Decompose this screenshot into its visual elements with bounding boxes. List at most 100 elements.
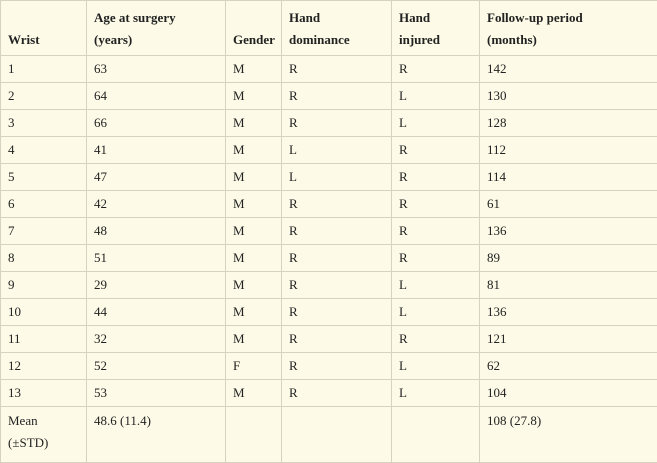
mean-gender bbox=[225, 406, 282, 463]
header-follow-up: Follow-up period (months) bbox=[479, 0, 657, 56]
cell-age: 53 bbox=[86, 379, 226, 407]
cell-gender: M bbox=[225, 271, 282, 299]
cell-hand-dominance: R bbox=[281, 82, 392, 110]
cell-wrist: 7 bbox=[0, 217, 87, 245]
header-age: Age at surgery (years) bbox=[86, 0, 226, 56]
header-hand-injured: Hand injured bbox=[391, 0, 480, 56]
cell-wrist: 13 bbox=[0, 379, 87, 407]
cell-hand-injured: R bbox=[391, 55, 480, 83]
cell-wrist: 1 bbox=[0, 55, 87, 83]
cell-gender: F bbox=[225, 352, 282, 380]
cell-follow-up: 128 bbox=[479, 109, 657, 137]
cell-hand-dominance: L bbox=[281, 163, 392, 191]
cell-hand-injured: R bbox=[391, 244, 480, 272]
cell-hand-injured: L bbox=[391, 82, 480, 110]
cell-gender: M bbox=[225, 298, 282, 326]
table-row: 1 63 M R R 142 bbox=[0, 55, 657, 83]
mean-followup: 108 (27.8) bbox=[479, 406, 657, 463]
mean-row: Mean (±STD) 48.6 (11.4) 108 (27.8) bbox=[0, 406, 657, 463]
cell-follow-up: 112 bbox=[479, 136, 657, 164]
table-row: 8 51 M R R 89 bbox=[0, 244, 657, 272]
cell-hand-dominance: L bbox=[281, 136, 392, 164]
cell-age: 41 bbox=[86, 136, 226, 164]
cell-age: 63 bbox=[86, 55, 226, 83]
cell-hand-dominance: R bbox=[281, 352, 392, 380]
cell-wrist: 4 bbox=[0, 136, 87, 164]
cell-wrist: 11 bbox=[0, 325, 87, 353]
cell-follow-up: 136 bbox=[479, 298, 657, 326]
cell-age: 51 bbox=[86, 244, 226, 272]
table-row: 4 41 M L R 112 bbox=[0, 136, 657, 164]
header-gender: Gender bbox=[225, 0, 282, 56]
cell-hand-dominance: R bbox=[281, 298, 392, 326]
cell-wrist: 3 bbox=[0, 109, 87, 137]
cell-follow-up: 142 bbox=[479, 55, 657, 83]
cell-wrist: 6 bbox=[0, 190, 87, 218]
cell-age: 52 bbox=[86, 352, 226, 380]
mean-age: 48.6 (11.4) bbox=[86, 406, 226, 463]
cell-age: 32 bbox=[86, 325, 226, 353]
table-row: 2 64 M R L 130 bbox=[0, 82, 657, 110]
cell-follow-up: 81 bbox=[479, 271, 657, 299]
cell-hand-dominance: R bbox=[281, 379, 392, 407]
cell-follow-up: 136 bbox=[479, 217, 657, 245]
cell-follow-up: 114 bbox=[479, 163, 657, 191]
cell-wrist: 5 bbox=[0, 163, 87, 191]
cell-wrist: 10 bbox=[0, 298, 87, 326]
cell-age: 48 bbox=[86, 217, 226, 245]
table-row: 9 29 M R L 81 bbox=[0, 271, 657, 299]
cell-hand-injured: R bbox=[391, 163, 480, 191]
cell-hand-dominance: R bbox=[281, 190, 392, 218]
table-row: 6 42 M R R 61 bbox=[0, 190, 657, 218]
header-row: Wrist Age at surgery (years) Gender Hand d… bbox=[0, 0, 657, 56]
cell-hand-injured: R bbox=[391, 136, 480, 164]
cell-hand-dominance: R bbox=[281, 217, 392, 245]
cell-age: 64 bbox=[86, 82, 226, 110]
cell-follow-up: 104 bbox=[479, 379, 657, 407]
cell-gender: M bbox=[225, 136, 282, 164]
table-row: 10 44 M R L 136 bbox=[0, 298, 657, 326]
cell-hand-dominance: R bbox=[281, 109, 392, 137]
cell-hand-injured: L bbox=[391, 271, 480, 299]
cell-age: 47 bbox=[86, 163, 226, 191]
table-row: 5 47 M L R 114 bbox=[0, 163, 657, 191]
cell-hand-dominance: R bbox=[281, 325, 392, 353]
cell-gender: M bbox=[225, 244, 282, 272]
mean-label: Mean (±STD) bbox=[0, 406, 87, 463]
cell-follow-up: 62 bbox=[479, 352, 657, 380]
header-wrist: Wrist bbox=[0, 0, 87, 56]
table-row: 13 53 M R L 104 bbox=[0, 379, 657, 407]
cell-hand-injured: L bbox=[391, 109, 480, 137]
cell-hand-dominance: R bbox=[281, 55, 392, 83]
cell-gender: M bbox=[225, 190, 282, 218]
cell-age: 66 bbox=[86, 109, 226, 137]
cell-hand-dominance: R bbox=[281, 271, 392, 299]
mean-hand-injured bbox=[391, 406, 480, 463]
table-row: 11 32 M R R 121 bbox=[0, 325, 657, 353]
cell-gender: M bbox=[225, 109, 282, 137]
table-row: 7 48 M R R 136 bbox=[0, 217, 657, 245]
cell-hand-injured: L bbox=[391, 352, 480, 380]
cell-follow-up: 89 bbox=[479, 244, 657, 272]
mean-hand-dominance bbox=[281, 406, 392, 463]
cell-age: 29 bbox=[86, 271, 226, 299]
cell-wrist: 9 bbox=[0, 271, 87, 299]
cell-gender: M bbox=[225, 55, 282, 83]
cell-follow-up: 121 bbox=[479, 325, 657, 353]
cell-gender: M bbox=[225, 163, 282, 191]
cell-hand-injured: R bbox=[391, 217, 480, 245]
cell-hand-dominance: R bbox=[281, 244, 392, 272]
cell-gender: M bbox=[225, 379, 282, 407]
cell-gender: M bbox=[225, 217, 282, 245]
table-row: 12 52 F R L 62 bbox=[0, 352, 657, 380]
cell-age: 42 bbox=[86, 190, 226, 218]
cell-hand-injured: L bbox=[391, 379, 480, 407]
header-hand-dominance: Hand dominance bbox=[281, 0, 392, 56]
table-row: 3 66 M R L 128 bbox=[0, 109, 657, 137]
cell-gender: M bbox=[225, 325, 282, 353]
cell-age: 44 bbox=[86, 298, 226, 326]
cell-hand-injured: R bbox=[391, 325, 480, 353]
cell-hand-injured: R bbox=[391, 190, 480, 218]
cell-follow-up: 130 bbox=[479, 82, 657, 110]
cell-wrist: 2 bbox=[0, 82, 87, 110]
